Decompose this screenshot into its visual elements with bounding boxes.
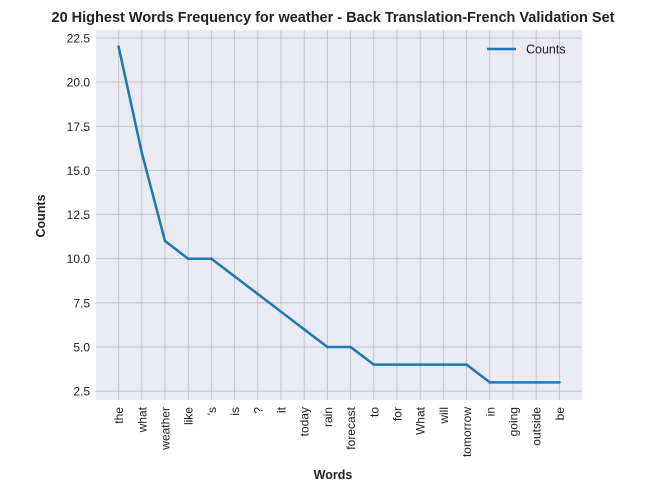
data-point <box>279 310 283 313</box>
x-tick-label: ? <box>251 407 265 414</box>
y-tick-label: 20.0 <box>67 76 91 90</box>
x-tick-label: outside <box>530 407 544 446</box>
data-point <box>511 381 515 384</box>
x-tick-label: rain <box>321 407 335 427</box>
data-point <box>488 381 492 384</box>
x-tick-label: the <box>112 407 126 424</box>
chart-title: 20 Highest Words Frequency for weather -… <box>52 10 615 26</box>
x-axis-ticks: the what weather like 's is? it today rain foreca… <box>112 406 567 457</box>
y-tick-label: 15.0 <box>67 164 91 178</box>
data-point <box>302 328 306 331</box>
x-tick-label: will <box>437 407 451 425</box>
legend-label: Counts <box>526 43 566 57</box>
x-axis-label: Words <box>314 468 353 482</box>
x-tick-label: it <box>275 406 289 413</box>
data-point <box>117 45 120 49</box>
y-tick-label: 22.5 <box>67 31 91 45</box>
y-axis-ticks: 2.5 5.0 7.5 10.0 12.5 15.0 17.5 20.0 22.5 <box>67 31 91 398</box>
x-tick-label: going <box>506 407 520 436</box>
data-point <box>163 239 167 243</box>
y-tick-label: 5.0 <box>73 341 90 355</box>
y-tick-label: 7.5 <box>73 296 90 310</box>
data-point <box>233 275 236 278</box>
data-point <box>349 345 352 349</box>
data-point <box>326 345 329 349</box>
data-point <box>210 257 213 261</box>
x-tick-label: What <box>414 406 428 435</box>
x-tick-label: to <box>367 407 381 417</box>
data-point <box>395 363 399 366</box>
x-tick-label: 's <box>205 407 219 415</box>
x-tick-label: what <box>135 406 149 433</box>
x-tick-label: like <box>182 407 196 425</box>
x-tick-label: be <box>553 407 567 421</box>
x-tick-label: for <box>390 407 404 421</box>
x-tick-label: tomorrow <box>460 407 474 457</box>
y-tick-label: 12.5 <box>67 208 91 222</box>
data-point <box>534 381 538 384</box>
data-point <box>465 363 468 366</box>
data-point <box>418 363 422 366</box>
y-tick-label: 17.5 <box>67 120 91 134</box>
y-tick-label: 10.0 <box>67 252 91 266</box>
data-point <box>256 292 260 296</box>
series-line-counts <box>117 45 561 384</box>
grid-lines <box>96 30 582 400</box>
x-tick-label: weather <box>159 407 173 451</box>
x-tick-label: in <box>483 407 497 416</box>
y-axis-label: Counts <box>34 194 48 237</box>
data-point <box>558 381 561 384</box>
series-layer <box>117 45 561 384</box>
x-tick-label: today <box>298 407 312 436</box>
x-tick-label: forecast <box>344 406 358 449</box>
data-point <box>140 151 144 155</box>
y-tick-label: 2.5 <box>73 385 90 399</box>
data-point <box>186 257 190 261</box>
data-point <box>372 363 376 366</box>
legend: Counts <box>487 43 566 57</box>
x-tick-label: is <box>228 407 242 416</box>
data-point <box>442 363 445 366</box>
